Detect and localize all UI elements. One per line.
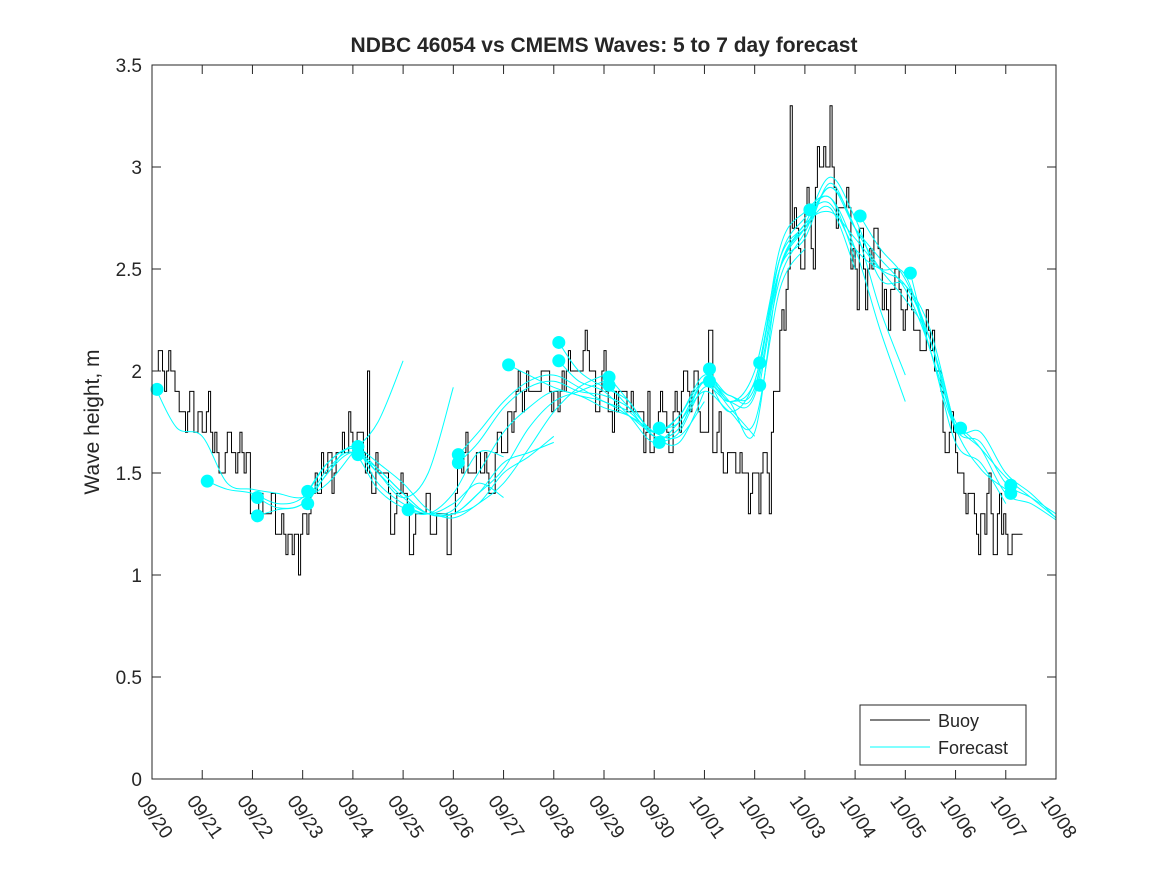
forecast-start-marker [702,362,716,376]
buoy-layer [152,105,1023,576]
forecast-start-marker [903,266,917,280]
forecast-start-marker [250,509,264,523]
forecast-start-marker [652,421,666,435]
forecast-line [357,380,605,517]
forecast-start-marker [250,490,264,504]
y-tick-label: 3 [131,158,142,179]
forecast-start-marker [351,448,365,462]
forecast-start-marker [702,374,716,388]
forecast-line [909,272,1057,519]
forecast-line [659,195,906,429]
forecast-start-marker [602,378,616,392]
forecast-start-marker [1004,486,1018,500]
forecast-line [357,374,605,519]
y-axis-label: Wave height, m [81,349,104,494]
buoy-line [152,105,1023,576]
y-tick-label: 2.5 [116,260,142,281]
forecast-start-marker [150,382,164,396]
forecast-line [156,360,404,499]
legend-buoy-label: Buoy [938,711,979,731]
forecast-start-marker [301,484,315,498]
forecast-start-marker [451,456,465,470]
forecast-line [608,205,856,439]
legend-forecast-label: Forecast [938,738,1008,758]
forecast-line [709,182,957,429]
forecast-start-marker [753,378,767,392]
legend: Buoy Forecast [859,704,1027,766]
forecast-start-marker [552,354,566,368]
forecast-start-marker [753,356,767,370]
forecast-line [257,450,504,517]
y-tick-label: 3.5 [116,56,142,77]
forecast-line [709,176,957,433]
forecast-line [759,186,1007,504]
y-tick-label: 2 [131,362,142,383]
forecast-line [407,390,655,515]
legend-box [859,704,1027,766]
forecast-start-marker [200,474,214,488]
marker-layer [150,203,1018,523]
forecast-start-marker [301,497,315,511]
forecast-start-marker [853,209,867,223]
forecast-start-marker [401,503,415,517]
chart-title: NDBC 46054 vs CMEMS Waves: 5 to 7 day fo… [351,34,858,57]
y-tick-label: 0.5 [116,668,142,689]
forecast-start-marker [552,335,566,349]
y-tick-label: 1 [131,566,142,587]
forecast-start-marker [652,435,666,449]
plot-area [152,65,1056,779]
forecast-start-marker [954,421,968,435]
forecast-line [458,380,705,464]
forecast-start-marker [803,203,817,217]
y-tick-label: 1.5 [116,464,142,485]
forecast-start-marker [502,358,516,372]
y-tick-label: 0 [131,770,142,791]
